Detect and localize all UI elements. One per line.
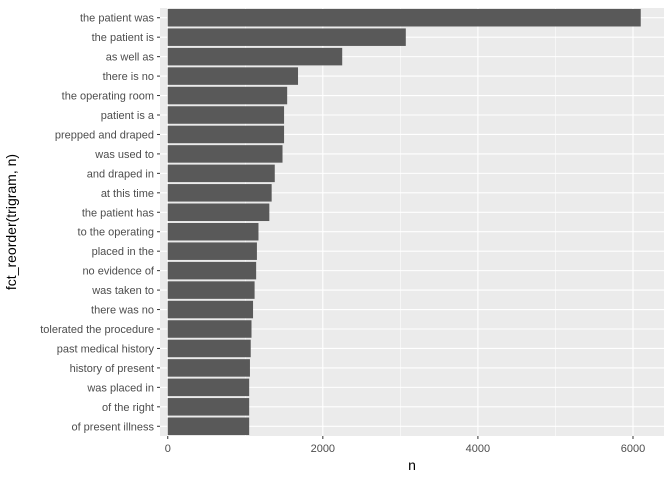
- y-tick-label: placed in the: [92, 246, 154, 258]
- bar: [167, 359, 250, 377]
- y-tick-label: at this time: [101, 188, 154, 200]
- y-tick-label: the operating room: [62, 91, 154, 103]
- bar: [167, 47, 343, 66]
- y-tick-label: history of present: [70, 363, 154, 375]
- y-tick-label: no evidence of: [82, 266, 154, 278]
- bar: [167, 86, 288, 105]
- y-tick-label: to the operating: [78, 227, 154, 239]
- x-tick-label: 0: [165, 443, 171, 455]
- y-tick-label: past medical history: [57, 343, 155, 355]
- bar: [167, 242, 257, 260]
- y-tick-label: tolerated the procedure: [40, 324, 154, 336]
- bar: [167, 106, 285, 124]
- y-tick-label: of present illness: [71, 421, 154, 433]
- y-tick-label: the patient has: [82, 207, 155, 219]
- y-tick-label: of the right: [102, 402, 154, 414]
- bar: [167, 67, 299, 85]
- x-tick-label: 2000: [311, 443, 335, 455]
- y-tick-label: as well as: [106, 52, 155, 64]
- x-tick-label: 6000: [621, 443, 645, 455]
- bar: [167, 28, 406, 46]
- bar: [167, 164, 275, 183]
- bar: [167, 281, 255, 299]
- y-tick-label: patient is a: [101, 110, 155, 122]
- y-tick-label: the patient is: [92, 32, 155, 44]
- bar: [167, 378, 250, 397]
- bar: [167, 339, 251, 358]
- y-tick-label: and draped in: [87, 168, 154, 180]
- y-tick-label: prepped and draped: [55, 129, 154, 141]
- bars: [167, 8, 641, 436]
- y-tick-label: was taken to: [91, 285, 154, 297]
- y-tick-label: was used to: [94, 149, 154, 161]
- x-tick-label: 4000: [466, 443, 490, 455]
- bar: [167, 398, 250, 416]
- bar: [167, 300, 254, 319]
- x-axis-title: n: [408, 457, 416, 473]
- y-tick-label: the patient was: [80, 13, 154, 25]
- bar: [167, 145, 283, 163]
- bar: [167, 8, 641, 27]
- bar: [167, 222, 259, 241]
- bar: [167, 184, 272, 202]
- y-tick-label: there was no: [91, 305, 154, 317]
- bar: [167, 203, 270, 222]
- bar: [167, 261, 257, 280]
- bar: [167, 125, 285, 144]
- x-axis: 0 2000 4000 6000: [165, 436, 645, 455]
- y-tick-label: was placed in: [86, 382, 154, 394]
- bar: [167, 417, 250, 436]
- y-axis: the patient was the patient is as well as t…: [40, 13, 160, 433]
- y-axis-title: fct_reorder(trigram, n): [3, 154, 19, 290]
- bar: [167, 320, 252, 338]
- y-tick-label: there is no: [103, 71, 154, 83]
